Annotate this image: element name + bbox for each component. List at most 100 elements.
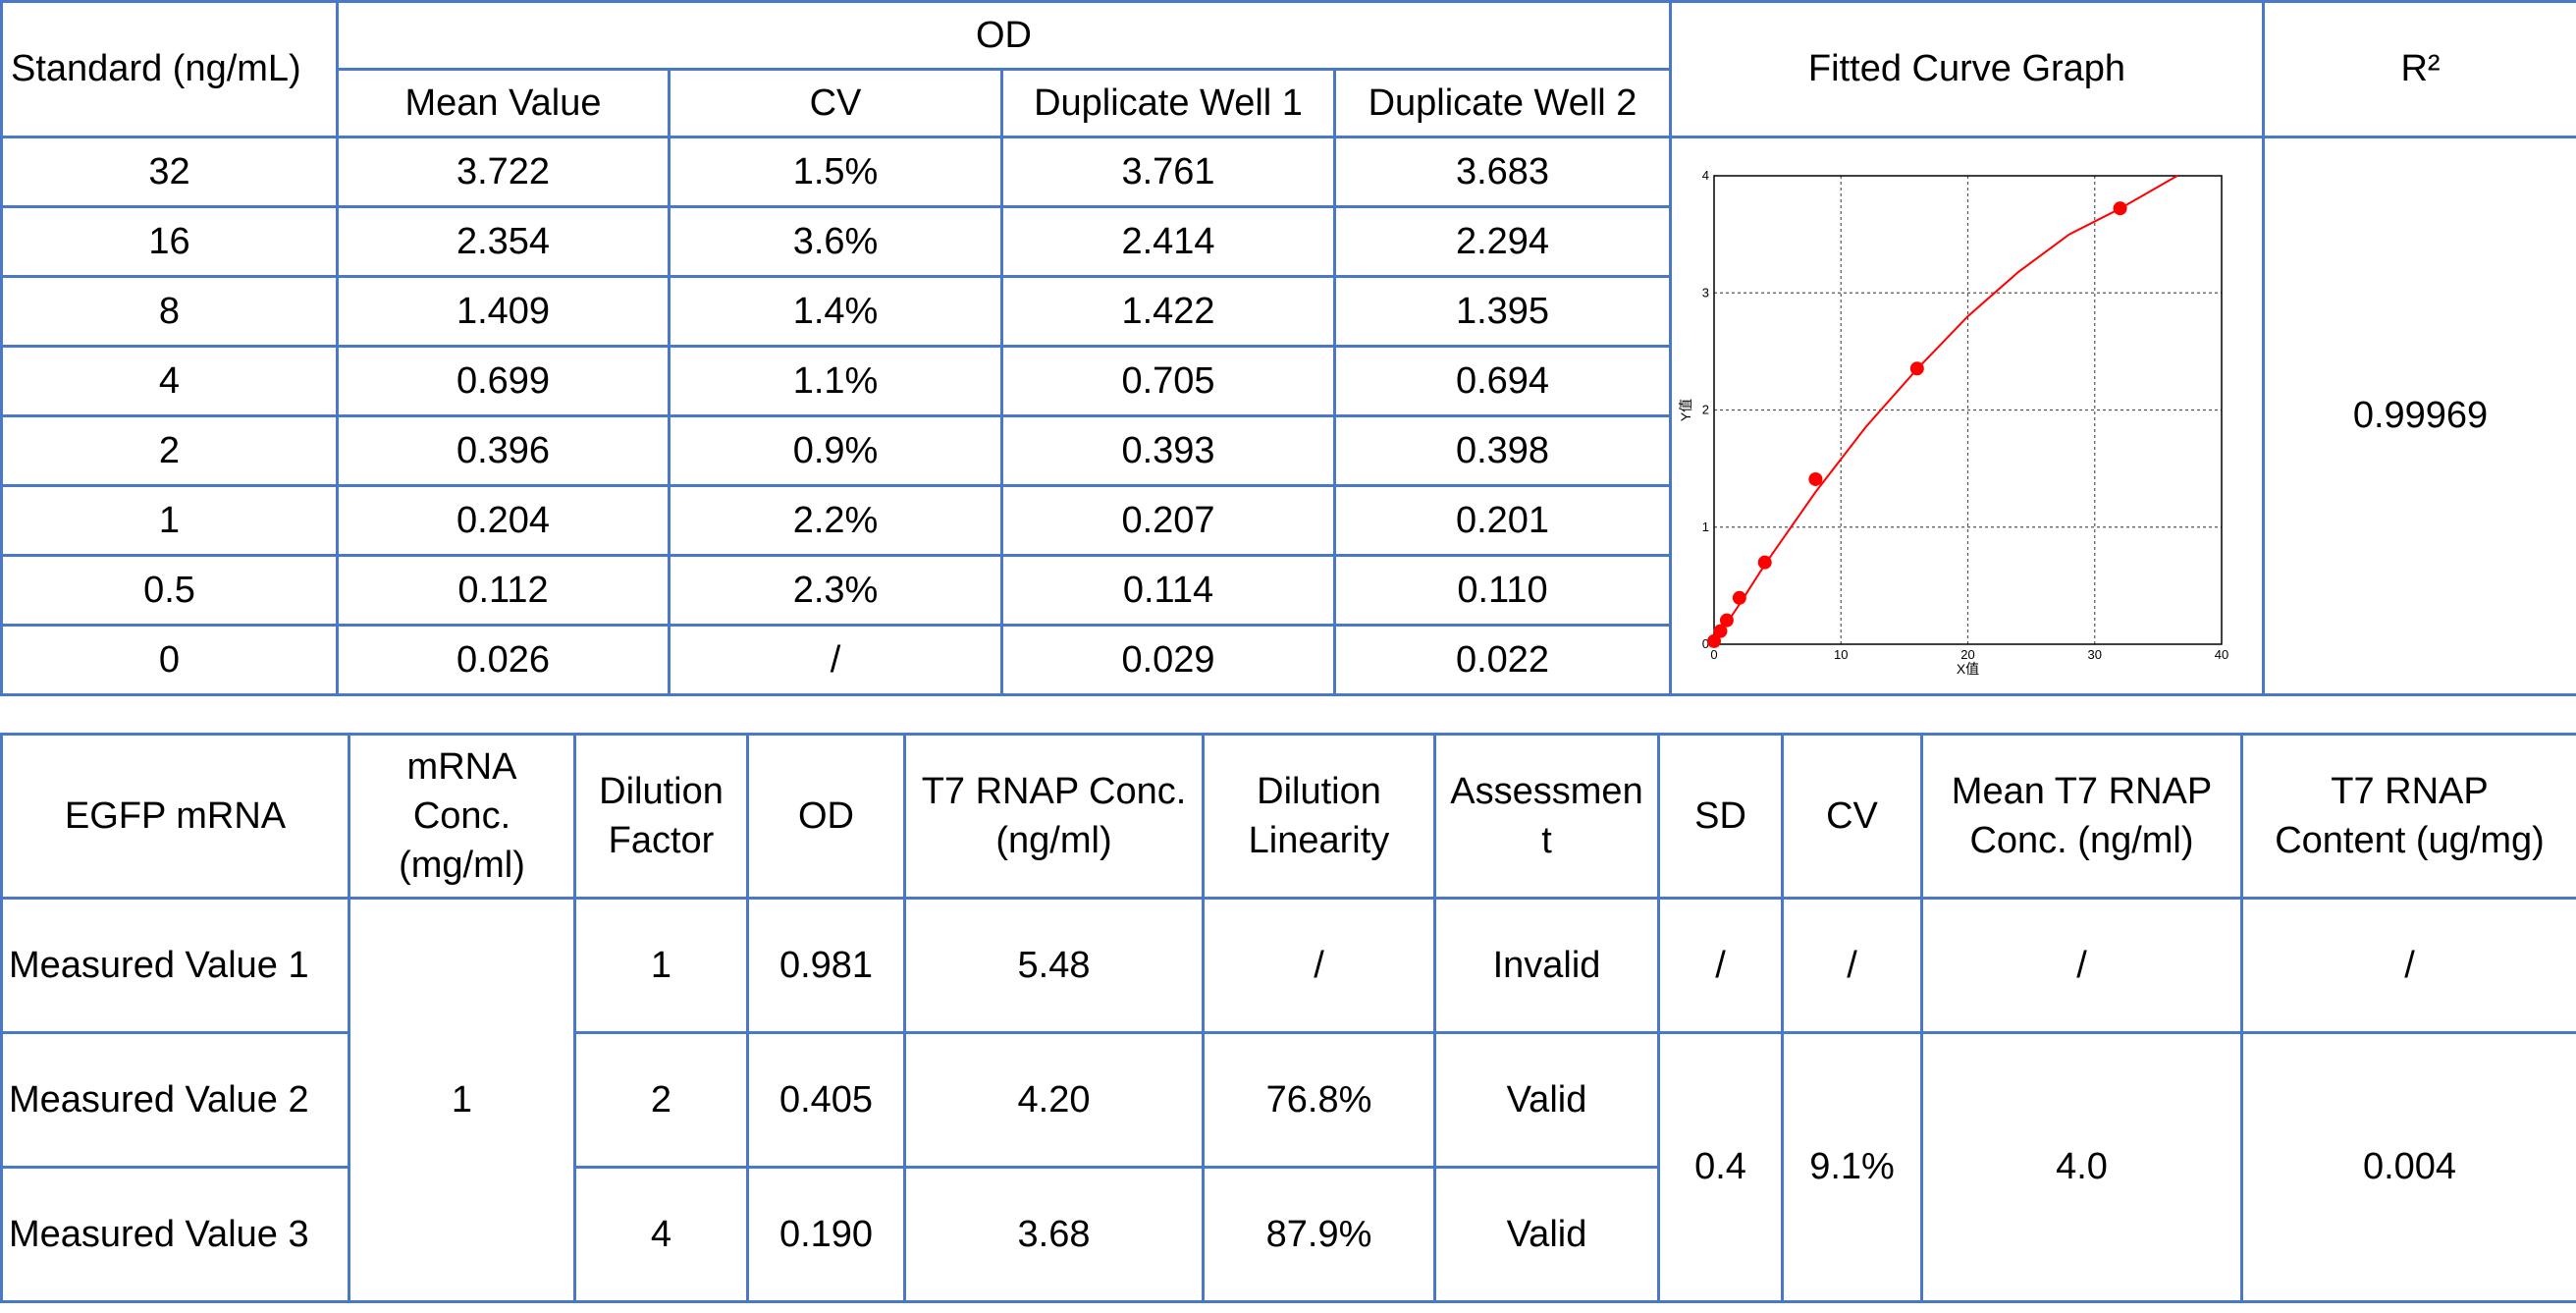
assessment-cell: Valid bbox=[1433, 1031, 1660, 1169]
header-r2: R² bbox=[2262, 0, 2576, 138]
table-row: Measured Value 2 2 0.405 4.20 76.8% Vali… bbox=[0, 1031, 2576, 1303]
mean-cell: 2.354 bbox=[336, 205, 671, 278]
fitted-curve-line bbox=[1713, 175, 2178, 643]
linearity-cell: 76.8% bbox=[1202, 1031, 1436, 1169]
cv-cell: 1.5% bbox=[668, 136, 1003, 208]
data-point bbox=[1707, 633, 1721, 648]
sample-label: Measured Value 3 bbox=[0, 1166, 350, 1303]
standard-cell: 8 bbox=[0, 275, 339, 348]
assessment-cell: Invalid bbox=[1433, 897, 1660, 1034]
dup2-cell: 3.683 bbox=[1333, 136, 1672, 208]
dup2-cell: 0.201 bbox=[1333, 484, 1672, 557]
header-egfp-mrna: EGFP mRNA bbox=[0, 733, 350, 900]
header-mean-value: Mean Value bbox=[336, 68, 671, 138]
standard-curve-table: Standard (ng/mL) OD Fitted Curve Graph R… bbox=[0, 0, 2576, 696]
plot-frame bbox=[1713, 175, 2223, 645]
x-tick-label: 0 bbox=[1710, 647, 1717, 662]
x-tick-label: 10 bbox=[1834, 647, 1848, 662]
data-point bbox=[2113, 201, 2127, 216]
header-t7-rnap-conc: T7 RNAP Conc. (ng/ml) bbox=[903, 733, 1205, 900]
standard-cell: 0.5 bbox=[0, 554, 339, 627]
mean-t7-cell: / bbox=[1920, 897, 2243, 1034]
header-od: OD bbox=[336, 0, 1672, 71]
od-cell: 0.981 bbox=[746, 897, 906, 1034]
table-row: 32 3.722 1.5% 3.761 3.683 0 10 20 30 40 0 1 2 3 4… bbox=[0, 136, 2576, 696]
t7-conc-cell: 4.20 bbox=[903, 1031, 1205, 1169]
standard-cell: 16 bbox=[0, 205, 339, 278]
dup2-cell: 0.398 bbox=[1333, 414, 1672, 487]
table-row: 1 0.204 2.2% 0.207 0.201 bbox=[0, 484, 2576, 557]
dup1-cell: 0.393 bbox=[1000, 414, 1336, 487]
linearity-cell: / bbox=[1202, 897, 1436, 1034]
standard-cell: 1 bbox=[0, 484, 339, 557]
table-row: 2 0.396 0.9% 0.393 0.398 bbox=[0, 414, 2576, 487]
sample-label: Measured Value 2 bbox=[0, 1031, 350, 1169]
mean-cell: 0.396 bbox=[336, 414, 671, 487]
r2-value: 0.99969 bbox=[2262, 136, 2576, 696]
dup2-cell: 1.395 bbox=[1333, 275, 1672, 348]
cv-cell: 2.3% bbox=[668, 554, 1003, 627]
header-fitted-curve-graph: Fitted Curve Graph bbox=[1669, 0, 2265, 138]
fitted-curve-graph-cell: 0 10 20 30 40 0 1 2 3 4 X值 Y值 bbox=[1669, 136, 2265, 696]
dilution-cell: 4 bbox=[573, 1166, 749, 1303]
cv-cell: 3.6% bbox=[668, 205, 1003, 278]
header-standard: Standard (ng/mL) bbox=[0, 0, 339, 138]
y-axis-label: Y值 bbox=[1678, 399, 1693, 421]
y-tick-label: 1 bbox=[1702, 520, 1709, 534]
dup1-cell: 0.114 bbox=[1000, 554, 1336, 627]
data-point bbox=[1808, 471, 1823, 486]
standard-cell: 2 bbox=[0, 414, 339, 487]
mean-cell: 0.026 bbox=[336, 624, 671, 696]
dup1-cell: 0.029 bbox=[1000, 624, 1336, 696]
linearity-cell: 87.9% bbox=[1202, 1166, 1436, 1303]
table-row: 0.5 0.112 2.3% 0.114 0.110 bbox=[0, 554, 2576, 627]
header-cv: CV bbox=[668, 68, 1003, 138]
x-axis-label: X值 bbox=[1957, 661, 1979, 677]
content-cell: / bbox=[2240, 897, 2576, 1034]
y-tick-label: 2 bbox=[1702, 403, 1709, 417]
dup1-cell: 0.705 bbox=[1000, 345, 1336, 417]
header-od: OD bbox=[746, 733, 906, 900]
dup1-cell: 0.207 bbox=[1000, 484, 1336, 557]
y-tick-label: 4 bbox=[1702, 168, 1709, 183]
table-row: 8 1.409 1.4% 1.422 1.395 bbox=[0, 275, 2576, 348]
cv-cell: 1.4% bbox=[668, 275, 1003, 348]
cv-cell: / bbox=[668, 624, 1003, 696]
header-mean-t7-rnap-conc: Mean T7 RNAP Conc. (ng/ml) bbox=[1920, 733, 2243, 900]
table-row: Measured Value 3 4 0.190 3.68 87.9% Vali… bbox=[0, 1166, 2576, 1303]
mean-cell: 0.699 bbox=[336, 345, 671, 417]
header-duplicate-well-1: Duplicate Well 1 bbox=[1000, 68, 1336, 138]
x-tick-label: 20 bbox=[1960, 647, 1974, 662]
group-sd: 0.4 bbox=[1657, 1031, 1784, 1303]
dup2-cell: 2.294 bbox=[1333, 205, 1672, 278]
header-duplicate-well-2: Duplicate Well 2 bbox=[1333, 68, 1672, 138]
data-point bbox=[1719, 613, 1734, 628]
cv-cell: 0.9% bbox=[668, 414, 1003, 487]
fitted-curve-chart: 0 10 20 30 40 0 1 2 3 4 X值 Y值 bbox=[1678, 168, 2228, 677]
group-mean-t7: 4.0 bbox=[1920, 1031, 2243, 1303]
header-t7-rnap-content: T7 RNAP Content (ug/mg) bbox=[2240, 733, 2576, 900]
od-cell: 0.405 bbox=[746, 1031, 906, 1169]
x-tick-label: 30 bbox=[2088, 647, 2102, 662]
mrna-conc-value: 1 bbox=[348, 897, 576, 1303]
data-point bbox=[1713, 624, 1728, 638]
sd-cell: / bbox=[1657, 897, 1784, 1034]
assessment-cell: Valid bbox=[1433, 1166, 1660, 1303]
data-point bbox=[1909, 361, 1924, 376]
mean-cell: 3.722 bbox=[336, 136, 671, 208]
data-point bbox=[1732, 590, 1746, 605]
x-tick-label: 40 bbox=[2215, 647, 2228, 662]
dup2-cell: 0.694 bbox=[1333, 345, 1672, 417]
mean-cell: 0.112 bbox=[336, 554, 671, 627]
cv-cell: / bbox=[1781, 897, 1923, 1034]
cv-cell: 2.2% bbox=[668, 484, 1003, 557]
header-dilution-factor: Dilution Factor bbox=[573, 733, 749, 900]
mean-cell: 0.204 bbox=[336, 484, 671, 557]
standard-cell: 4 bbox=[0, 345, 339, 417]
data-point bbox=[1757, 555, 1772, 570]
group-cv: 9.1% bbox=[1781, 1031, 1923, 1303]
table-row: Measured Value 1 1 1 0.981 5.48 / Invali… bbox=[0, 897, 2576, 1303]
dilution-cell: 2 bbox=[573, 1031, 749, 1169]
header-assessment: Assessmen t bbox=[1433, 733, 1660, 900]
mean-cell: 1.409 bbox=[336, 275, 671, 348]
